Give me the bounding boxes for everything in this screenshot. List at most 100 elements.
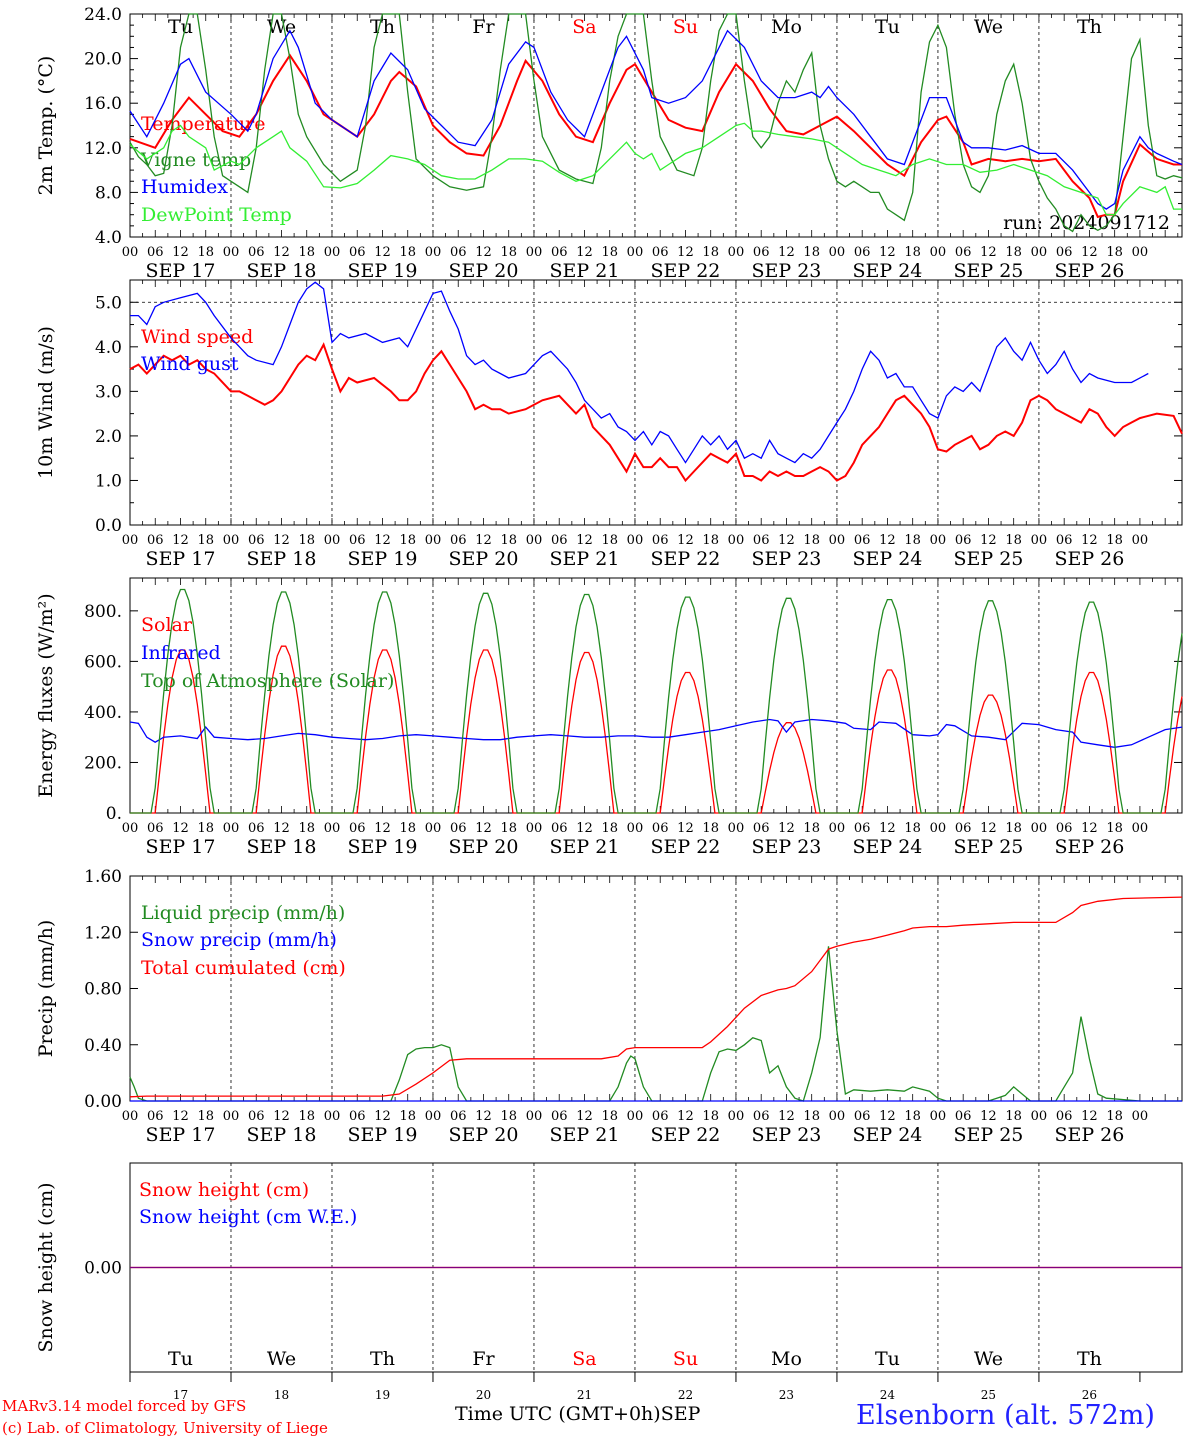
hour-label: 06 [854,821,871,836]
hour-label: 06 [955,1109,972,1124]
date-label: SEP 24 [852,836,922,858]
hour-label: 18 [1106,821,1123,836]
hour-label: 06 [450,821,467,836]
hour-label: 18 [500,533,517,548]
date-label: SEP 22 [651,1124,721,1146]
hour-label: 12 [879,821,896,836]
date-label: SEP 26 [1054,548,1124,570]
day-number-label: 18 [274,1388,289,1400]
day-number-label: 19 [375,1388,390,1400]
hour-label: 00 [1031,821,1048,836]
hour-label: 06 [450,1109,467,1124]
legend-entry: Wind speed [141,326,253,348]
hour-label: 06 [450,533,467,548]
hour-label: 00 [223,533,240,548]
date-label: SEP 23 [752,836,822,858]
series-line-dewpoint-temp [129,122,1182,216]
hour-label: 12 [172,1109,189,1124]
hour-label: 00 [1031,533,1048,548]
y-axis-label: Energy fluxes (W/m²) [35,593,57,797]
hour-label: 12 [576,245,593,260]
date-label: SEP 26 [1054,1124,1124,1146]
hour-label: 12 [374,533,391,548]
hour-label: 18 [904,1109,921,1124]
hour-label: 18 [803,821,820,836]
series-line-liquid-precip-mm-h- [129,946,1182,1102]
hour-label: 00 [1132,245,1149,260]
hour-label: 12 [374,245,391,260]
hour-label: 00 [627,533,644,548]
day-of-week-label: Tu [875,16,900,38]
hour-label: 12 [778,533,795,548]
hour-label: 18 [197,533,214,548]
day-of-week-label: Tu [168,1348,193,1370]
hour-label: 18 [500,821,517,836]
day-of-week-label: Th [1077,1348,1102,1370]
hour-label: 00 [829,1109,846,1124]
hour-label: 00 [526,821,543,836]
hour-label: 06 [854,1109,871,1124]
date-label: SEP 24 [852,260,922,282]
y-tick-label: 0.00 [84,1092,122,1112]
series-line-wind-speed [129,342,1183,483]
hour-label: 18 [702,1109,719,1124]
hour-label: 12 [879,1109,896,1124]
date-label: SEP 25 [953,548,1023,570]
panel-frame [129,577,1183,814]
date-label: SEP 24 [852,548,922,570]
hour-label: 00 [526,245,543,260]
hour-label: 12 [778,821,795,836]
hour-label: 18 [702,821,719,836]
date-label: SEP 26 [1054,260,1124,282]
hour-label: 00 [930,533,947,548]
hour-label: 18 [197,1109,214,1124]
hour-label: 12 [1081,821,1098,836]
hour-label: 00 [526,1109,543,1124]
hour-label: 06 [551,1109,568,1124]
hour-label: 00 [122,533,139,548]
y-tick-label: 1.20 [84,923,122,943]
hour-label: 00 [627,245,644,260]
legend-entry: Snow height (cm) [139,1179,309,1201]
hour-label: 00 [122,821,139,836]
day-number-label: 22 [678,1388,693,1400]
y-tick-label: 1.60 [84,867,122,887]
hour-label: 00 [627,1109,644,1124]
hour-label: 00 [324,1109,341,1124]
date-label: SEP 18 [247,1124,317,1146]
series-line-vigne-temp [129,13,1183,233]
legend-entry: Temperature [141,113,265,135]
hour-label: 12 [677,533,694,548]
hour-label: 00 [223,245,240,260]
hour-label: 06 [248,245,265,260]
series-line-top-of-atmosphere-solar- [130,588,1183,814]
hour-label: 18 [298,821,315,836]
hour-label: 00 [324,821,341,836]
day-of-week-label: Sa [572,1348,596,1370]
date-label: SEP 25 [953,260,1023,282]
series-line-total-cumulated-cm- [129,896,1183,1098]
day-of-week-label: Su [673,16,698,38]
hour-label: 12 [677,245,694,260]
hour-label: 06 [1056,821,1073,836]
date-label: SEP 21 [550,836,620,858]
day-number-label: 17 [173,1388,188,1400]
legend-entry: Total cumulated (cm) [141,957,346,979]
hour-label: 00 [324,245,341,260]
hour-label: 18 [601,533,618,548]
hour-label: 12 [677,821,694,836]
hour-label: 12 [273,245,290,260]
hour-label: 12 [980,533,997,548]
day-of-week-label: Fr [472,1348,495,1370]
y-tick-label: 3.0 [95,382,122,402]
hour-label: 18 [1005,245,1022,260]
hour-label: 06 [955,245,972,260]
y-tick-label: 200. [84,753,122,773]
hour-label: 06 [854,533,871,548]
hour-label: 00 [425,821,442,836]
day-of-week-label: Th [1077,16,1102,38]
date-label: SEP 23 [752,260,822,282]
hour-label: 18 [399,1109,416,1124]
day-number-label: 26 [1082,1388,1097,1400]
y-tick-label: 16.0 [84,94,122,114]
